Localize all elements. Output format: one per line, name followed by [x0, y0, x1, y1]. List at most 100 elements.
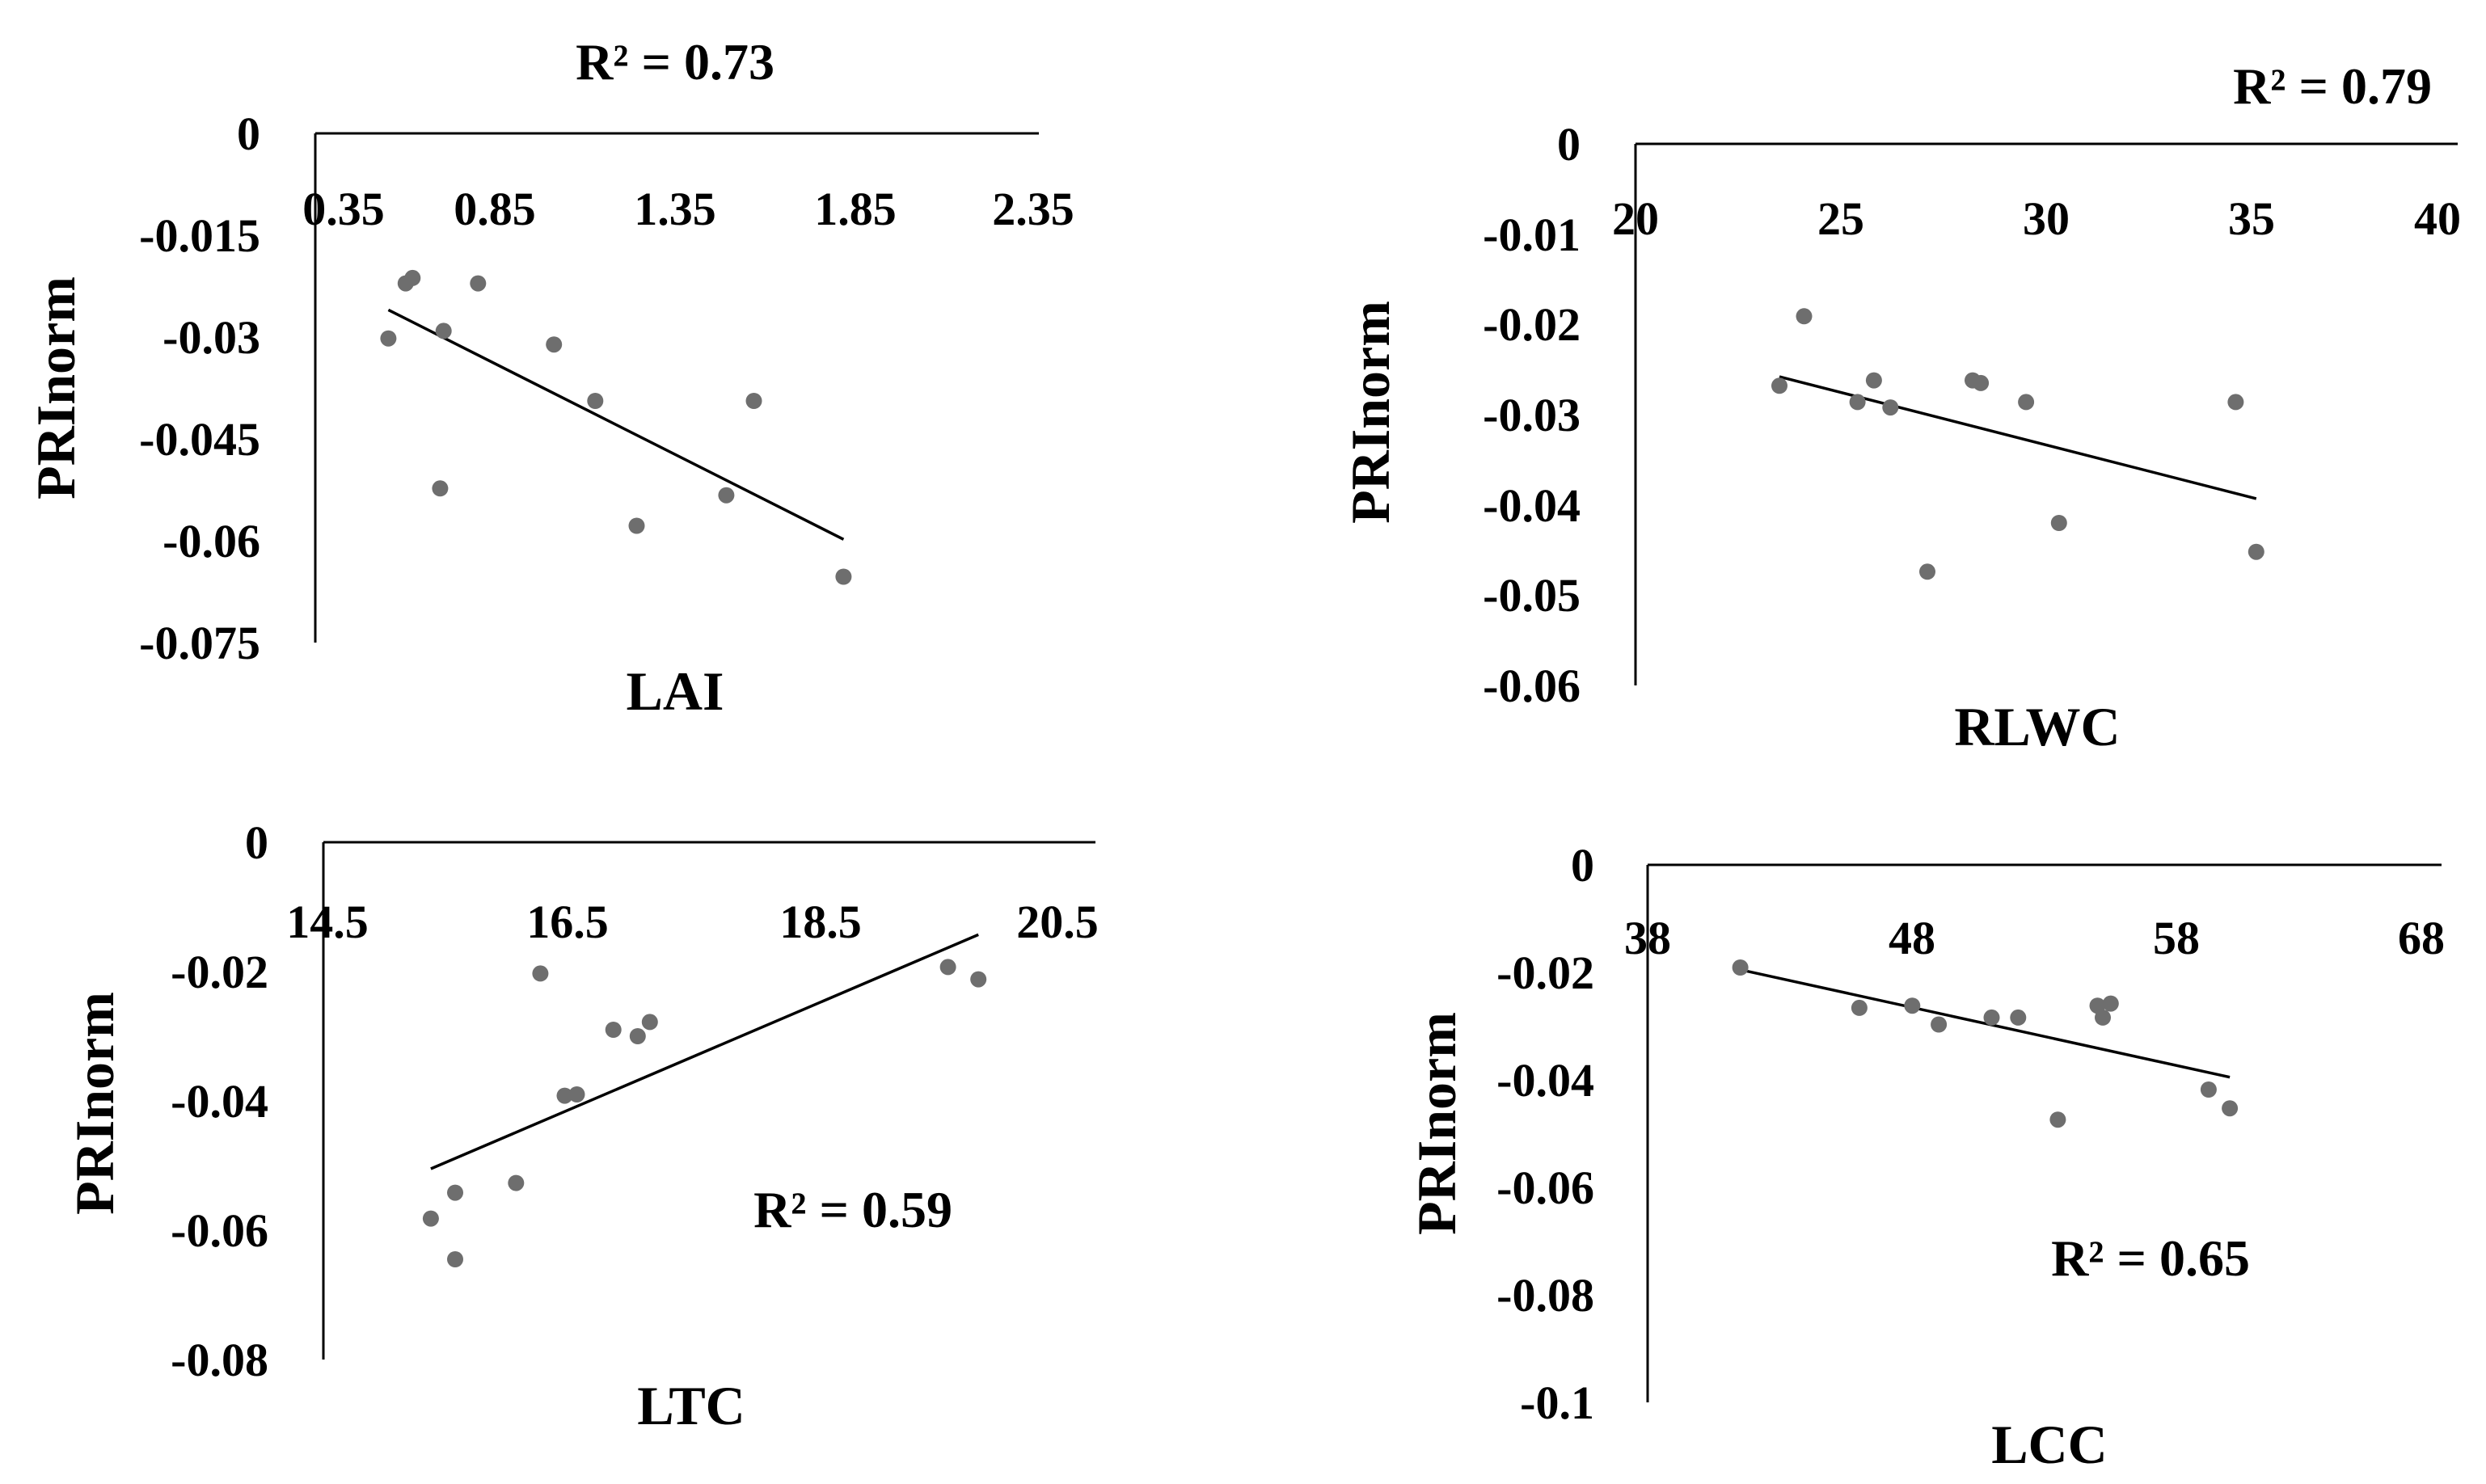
y-tick-label: 0: [1571, 839, 1594, 892]
data-point: [2248, 543, 2264, 560]
data-point: [745, 393, 762, 409]
panel-lai: 0 -0.015 -0.03 -0.045 -0.06 -0.075 0.35 …: [25, 33, 1074, 722]
data-point: [1849, 394, 1866, 411]
y-tick-labels: 0 -0.02 -0.04 -0.06 -0.08: [171, 816, 268, 1386]
y-tick-label: 0: [245, 816, 268, 869]
x-tick-labels: 38 48 58 68: [1624, 912, 2445, 964]
trend-line: [387, 308, 845, 541]
data-point: [1919, 563, 1935, 580]
data-point: [1732, 959, 1749, 976]
y-tick-label: -0.05: [1483, 569, 1581, 622]
x-tick-label: 48: [1889, 912, 1935, 964]
y-tick-label: -0.1: [1520, 1376, 1594, 1429]
x-axis-title: LTC: [637, 1375, 745, 1436]
data-point: [2200, 1081, 2217, 1098]
data-point: [1973, 374, 1990, 391]
y-axis-title: PRInorm: [64, 992, 125, 1215]
r-squared-label: R² = 0.59: [753, 1181, 952, 1238]
data-point: [2102, 995, 2119, 1012]
data-point: [422, 1210, 439, 1227]
y-tick-label: 0: [1557, 118, 1581, 171]
data-point: [970, 971, 987, 988]
y-tick-label: -0.06: [1496, 1161, 1594, 1214]
data-point: [939, 959, 956, 976]
data-point: [628, 517, 645, 534]
data-point: [2018, 394, 2035, 411]
x-tick-label: 1.35: [634, 183, 716, 235]
y-axis-title: PRInorm: [1406, 1012, 1467, 1235]
y-tick-label: -0.015: [139, 209, 260, 262]
y-tick-label: -0.02: [1483, 298, 1581, 351]
y-tick-label: -0.08: [1496, 1269, 1594, 1322]
data-point: [435, 323, 452, 339]
x-axis-title: LCC: [1991, 1414, 2108, 1475]
data-point: [1865, 372, 1882, 389]
panel-rlwc: 0 -0.01 -0.02 -0.03 -0.04 -0.05 -0.06 20…: [1340, 57, 2461, 757]
x-tick-label: 14.5: [286, 896, 369, 948]
data-points: [1732, 959, 2239, 1128]
x-tick-label: 20.5: [1016, 896, 1099, 948]
data-point: [2227, 394, 2244, 411]
data-point: [432, 480, 449, 497]
x-tick-labels: 20 25 30 35 40: [1612, 192, 2461, 245]
x-tick-label: 58: [2153, 912, 2200, 964]
data-point: [1771, 377, 1787, 394]
data-point: [587, 393, 604, 409]
data-point: [508, 1174, 525, 1191]
r-squared-label: R² = 0.73: [576, 33, 775, 91]
data-point: [2222, 1100, 2239, 1117]
data-point: [568, 1086, 585, 1102]
x-tick-label: 20: [1612, 192, 1659, 245]
x-tick-label: 38: [1624, 912, 1671, 964]
data-point: [1882, 399, 1899, 416]
x-tick-label: 35: [2228, 192, 2275, 245]
y-tick-labels: 0 -0.015 -0.03 -0.045 -0.06 -0.075: [139, 108, 260, 669]
panel-lcc: 0 -0.02 -0.04 -0.06 -0.08 -0.1 38 48 58 …: [1406, 839, 2445, 1475]
y-tick-label: -0.06: [162, 515, 260, 567]
x-tick-label: 30: [2023, 192, 2070, 245]
y-tick-labels: 0 -0.01 -0.02 -0.03 -0.04 -0.05 -0.06: [1483, 118, 1581, 712]
trend-line: [1779, 375, 2257, 500]
data-point: [2095, 1009, 2111, 1026]
y-tick-label: -0.08: [171, 1334, 268, 1386]
data-point: [605, 1022, 622, 1038]
data-point: [1904, 997, 1921, 1014]
x-axis-title: LAI: [627, 660, 724, 722]
data-points: [380, 269, 852, 585]
x-tick-label: 40: [2414, 192, 2461, 245]
data-points: [422, 959, 987, 1267]
data-point: [1851, 999, 1868, 1016]
data-point: [447, 1251, 463, 1267]
data-points: [1771, 308, 2264, 580]
x-tick-label: 16.5: [526, 896, 609, 948]
y-tick-label: -0.03: [162, 311, 260, 364]
data-point: [532, 965, 549, 982]
y-tick-label: 0: [237, 108, 260, 160]
data-point: [556, 1087, 573, 1104]
data-point: [470, 275, 487, 292]
y-axis-title: PRInorm: [25, 276, 87, 500]
y-tick-label: -0.045: [139, 413, 260, 466]
data-point: [1983, 1009, 2000, 1026]
panel-ltc: 0 -0.02 -0.04 -0.06 -0.08 14.5 16.5 18.5…: [64, 816, 1099, 1436]
x-tick-labels: 0.35 0.85 1.35 1.85 2.35: [302, 183, 1074, 235]
x-tick-labels: 14.5 16.5 18.5 20.5: [286, 896, 1099, 948]
y-tick-label: -0.06: [1483, 660, 1581, 712]
y-tick-label: -0.04: [1483, 479, 1581, 532]
data-point: [2010, 1009, 2027, 1026]
x-tick-label: 1.85: [814, 183, 897, 235]
data-point: [380, 330, 397, 347]
y-tick-label: -0.02: [1496, 946, 1594, 999]
r-squared-label: R² = 0.79: [2233, 57, 2432, 115]
data-point: [546, 336, 563, 353]
y-tick-label: -0.04: [171, 1075, 268, 1128]
x-tick-label: 25: [1817, 192, 1864, 245]
data-point: [718, 487, 735, 504]
y-tick-label: -0.02: [171, 946, 268, 998]
y-tick-label: -0.01: [1483, 209, 1581, 261]
data-point: [835, 568, 852, 585]
data-point: [2049, 1111, 2066, 1128]
x-tick-label: 0.35: [302, 183, 385, 235]
y-tick-label: -0.03: [1483, 389, 1581, 441]
